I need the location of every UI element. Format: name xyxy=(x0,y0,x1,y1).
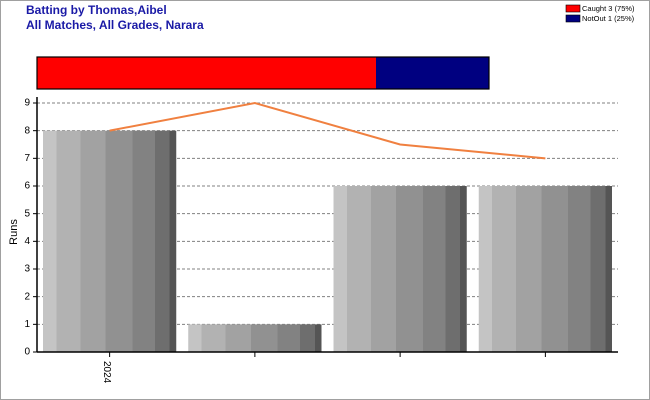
y-tick-label: 5 xyxy=(24,208,30,219)
y-axis-label: Runs xyxy=(8,219,20,245)
chart-subtitle: All Matches, All Grades, Narara xyxy=(26,18,204,32)
y-tick-label: 1 xyxy=(24,319,30,330)
y-tick-label: 3 xyxy=(24,264,30,275)
bar xyxy=(333,186,467,352)
x-tick-label: 2024 xyxy=(101,361,112,384)
y-tick-label: 0 xyxy=(24,347,30,358)
dismissal-border xyxy=(36,56,490,90)
bar xyxy=(478,186,612,352)
bar xyxy=(188,324,322,352)
dismissal-segment xyxy=(37,57,376,89)
legend-swatch xyxy=(565,14,581,23)
y-tick-label: 7 xyxy=(24,153,30,164)
average-line xyxy=(109,101,546,160)
y-tick-label: 4 xyxy=(24,236,30,247)
y-tick-label: 2 xyxy=(24,291,30,302)
y-tick-label: 6 xyxy=(24,181,30,192)
legend-swatch xyxy=(565,4,581,13)
y-tick-label: 8 xyxy=(24,125,30,136)
bar xyxy=(43,130,177,352)
legend-label: Caught 3 (75%) xyxy=(582,4,635,13)
dismissal-segment xyxy=(376,57,489,89)
chart-title: Batting by Thomas,Aibel xyxy=(26,3,167,17)
legend-label: NotOut 1 (25%) xyxy=(582,14,635,23)
y-tick-label: 9 xyxy=(24,98,30,109)
